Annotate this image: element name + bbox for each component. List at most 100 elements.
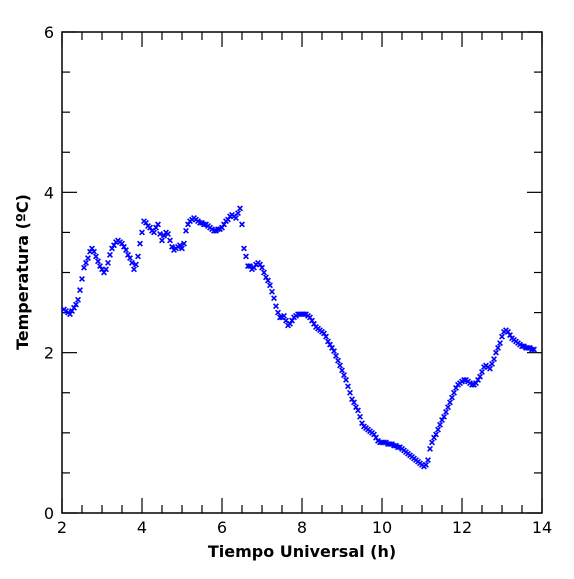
data-point — [257, 261, 263, 268]
data-point — [329, 344, 335, 351]
data-point — [321, 330, 327, 337]
data-point — [355, 407, 361, 414]
data-point — [81, 264, 87, 271]
data-point — [357, 413, 363, 420]
data-point — [127, 255, 133, 262]
x-tick-label: 6 — [217, 518, 227, 537]
data-point — [425, 457, 431, 464]
data-point — [73, 301, 79, 308]
data-point — [307, 314, 313, 321]
y-tick-label: 6 — [44, 23, 54, 42]
data-point — [491, 356, 497, 363]
data-point — [103, 266, 109, 273]
data-point — [499, 333, 505, 340]
data-point — [143, 219, 149, 226]
x-tick-label: 8 — [297, 518, 307, 537]
data-point — [91, 248, 97, 255]
data-points — [61, 205, 537, 470]
data-point — [123, 247, 129, 254]
data-point — [327, 341, 333, 348]
data-point — [437, 421, 443, 428]
data-point — [93, 253, 99, 260]
data-point — [111, 242, 117, 249]
data-point — [165, 231, 171, 237]
data-point — [69, 308, 75, 314]
data-point — [237, 205, 243, 212]
data-point — [151, 229, 157, 236]
data-point — [159, 237, 165, 244]
data-point — [85, 255, 91, 262]
data-point — [431, 434, 437, 441]
data-point — [105, 259, 111, 266]
data-point — [131, 266, 137, 273]
data-point — [381, 439, 387, 446]
data-point — [125, 251, 131, 258]
data-point — [271, 295, 277, 302]
data-point — [147, 224, 153, 231]
data-point — [75, 296, 81, 303]
x-tick-label: 4 — [137, 518, 147, 537]
data-point — [167, 237, 173, 244]
x-tick-label: 14 — [532, 518, 552, 537]
data-point — [109, 245, 115, 252]
data-point — [359, 420, 365, 427]
data-point — [133, 261, 139, 268]
data-point — [351, 399, 357, 406]
data-point — [107, 251, 113, 258]
y-axis-label: Temperatura (ºC) — [13, 194, 32, 350]
plot-frame — [61, 31, 543, 514]
data-point — [449, 394, 455, 401]
data-point — [287, 320, 293, 327]
data-point — [429, 439, 435, 446]
data-point — [219, 224, 225, 231]
data-point — [371, 431, 377, 438]
data-point — [289, 317, 295, 324]
data-point — [423, 461, 429, 468]
data-point — [353, 404, 359, 411]
data-point — [201, 221, 207, 228]
data-point — [267, 282, 273, 289]
data-point — [263, 274, 269, 281]
data-point — [97, 263, 103, 270]
data-point — [461, 376, 467, 383]
data-point — [239, 221, 245, 228]
data-point — [265, 277, 271, 284]
data-point — [469, 381, 475, 388]
data-point — [447, 399, 453, 406]
data-point — [261, 269, 267, 276]
data-point — [443, 409, 449, 415]
data-point — [341, 372, 347, 379]
data-point — [373, 434, 379, 441]
data-point — [349, 396, 355, 403]
data-point — [335, 357, 341, 364]
data-point — [121, 243, 127, 250]
data-point — [529, 346, 535, 353]
data-point — [259, 264, 265, 271]
data-point — [493, 349, 499, 356]
data-point — [77, 287, 83, 294]
data-point — [473, 380, 479, 387]
data-point — [197, 219, 203, 226]
x-tick-label: 2 — [57, 518, 67, 537]
x-axis-label: Tiempo Universal (h) — [208, 542, 396, 561]
data-point — [183, 227, 189, 234]
data-point — [177, 242, 183, 249]
data-point — [211, 227, 217, 234]
data-point — [495, 344, 501, 351]
y-tick-label: 0 — [44, 504, 54, 523]
data-point — [181, 240, 187, 247]
data-point — [325, 338, 331, 345]
data-point — [135, 253, 141, 260]
y-tick-label: 4 — [44, 183, 54, 202]
data-point — [391, 442, 397, 449]
data-point — [387, 441, 393, 448]
data-point — [347, 389, 353, 396]
data-point — [247, 263, 253, 270]
data-point — [101, 269, 107, 276]
data-point — [333, 352, 339, 359]
data-point — [311, 320, 317, 327]
data-point — [445, 404, 451, 411]
data-point — [301, 311, 307, 318]
